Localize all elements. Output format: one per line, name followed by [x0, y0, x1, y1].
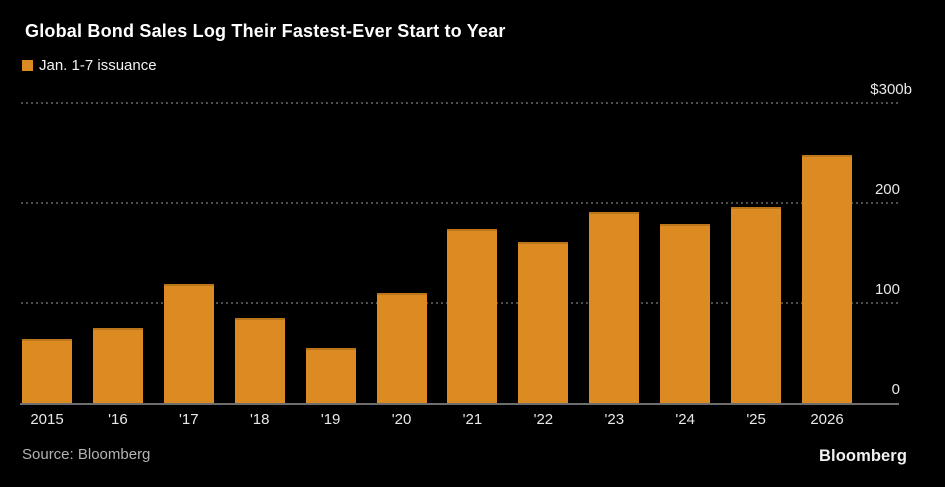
bar-21 [447, 229, 498, 403]
bar-23 [589, 212, 640, 403]
legend-label: Jan. 1-7 issuance [39, 57, 157, 74]
legend: Jan. 1-7 issuance [22, 57, 157, 74]
x-tick-label-25: '25 [746, 411, 766, 428]
y-tick-label-300: $300b [870, 81, 912, 98]
source-note: Source: Bloomberg [22, 446, 151, 463]
bar-24 [660, 224, 711, 403]
y-tick-label-100: 100 [874, 281, 900, 298]
x-tick-label-21: '21 [462, 411, 483, 428]
x-tick-label-16: '16 [108, 411, 128, 428]
x-tick-label-2026: 2026 [810, 411, 844, 428]
bar-2026 [802, 155, 852, 403]
bar-20 [376, 293, 427, 403]
x-tick-label-22: '22 [533, 411, 554, 428]
x-tick-label-18: '18 [249, 411, 270, 428]
x-axis-line [20, 403, 899, 405]
y-tick-label-0: 0 [891, 381, 900, 398]
bar-18 [234, 318, 285, 403]
bloomberg-logo: Bloomberg [819, 447, 907, 465]
bar-25 [731, 207, 782, 403]
gridline-200 [21, 202, 900, 204]
legend-swatch-icon [22, 60, 33, 71]
y-tick-label-200: 200 [874, 181, 900, 198]
bar-19 [305, 348, 356, 403]
bar-17 [163, 284, 214, 403]
bar-22 [518, 242, 569, 403]
x-tick-label-2015: 2015 [30, 411, 64, 428]
chart-title: Global Bond Sales Log Their Fastest-Ever… [25, 21, 506, 41]
x-tick-label-17: '17 [179, 411, 199, 428]
x-tick-label-23: '23 [604, 411, 625, 428]
x-tick-label-19: '19 [320, 411, 341, 428]
bar-2015 [22, 339, 72, 403]
x-tick-label-24: '24 [675, 411, 695, 428]
x-tick-label-20: '20 [391, 411, 412, 428]
bar-16 [92, 328, 143, 403]
gridline-300 [21, 102, 900, 104]
